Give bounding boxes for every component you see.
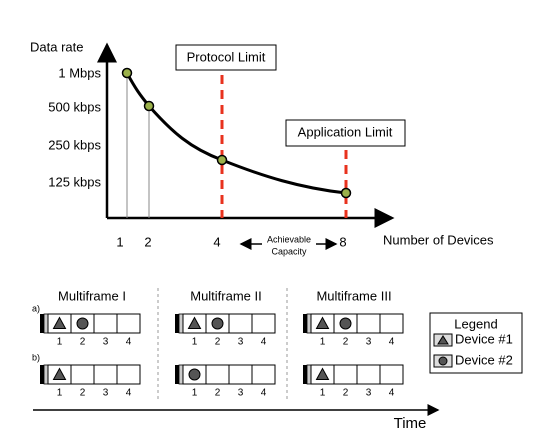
y-label: 1 Mbps — [58, 65, 101, 80]
slot-label: 2 — [343, 337, 349, 348]
point — [216, 154, 228, 166]
slot-label: 1 — [192, 388, 198, 399]
slot — [379, 364, 404, 385]
slot-label: 1 — [320, 337, 326, 348]
slot-label: 4 — [126, 337, 132, 348]
point — [121, 67, 133, 79]
beacon-gap — [306, 364, 312, 385]
row-label: a) — [32, 303, 40, 313]
slot — [70, 364, 95, 385]
annotation-box — [175, 44, 277, 71]
slot-label: 3 — [103, 388, 109, 399]
slot-label: 4 — [126, 388, 132, 399]
legend-item: Device #2 — [455, 352, 513, 367]
slot — [379, 313, 404, 334]
slot-label: 3 — [238, 337, 244, 348]
beacon — [303, 365, 307, 384]
slot-label: 2 — [343, 388, 349, 399]
slot — [116, 313, 141, 334]
slot — [228, 364, 253, 385]
triangle — [187, 316, 202, 329]
beacon — [40, 314, 44, 333]
annotation-box — [285, 119, 406, 147]
legend-item: Device #1 — [455, 331, 513, 346]
slot-label: 3 — [366, 337, 372, 348]
slot — [251, 313, 276, 334]
rate-curve — [125, 72, 347, 195]
beacon-gap — [178, 313, 184, 334]
x-label: 2 — [144, 234, 151, 249]
x-label: 8 — [339, 234, 346, 249]
beacon-gap — [43, 364, 49, 385]
annotation: Capacity — [271, 246, 307, 256]
triangle — [52, 367, 67, 380]
slot — [93, 364, 118, 385]
beacon — [40, 365, 44, 384]
slot-label: 2 — [215, 337, 221, 348]
slot-label: 4 — [389, 337, 395, 348]
slot-label: 1 — [320, 388, 326, 399]
slot — [116, 364, 141, 385]
annotation: Achievable — [267, 234, 311, 244]
slot-label: 4 — [389, 388, 395, 399]
circle — [438, 356, 448, 366]
multiframe-title: Multiframe I — [58, 288, 126, 303]
point — [143, 100, 155, 112]
x-axis-label: Number of Devices — [383, 232, 494, 247]
y-label: 500 kbps — [48, 99, 101, 114]
slot-label: 1 — [57, 337, 63, 348]
slot-label: 4 — [261, 388, 267, 399]
circle — [211, 317, 224, 330]
circle — [339, 317, 352, 330]
time-label: Time — [394, 415, 427, 432]
triangle — [315, 367, 330, 380]
triangle — [315, 316, 330, 329]
y-axis-label: Data rate — [30, 39, 83, 54]
beacon — [303, 314, 307, 333]
slot-label: 3 — [238, 388, 244, 399]
slot-label: 4 — [261, 337, 267, 348]
slot — [333, 364, 358, 385]
y-label: 250 kbps — [48, 137, 101, 152]
multiframe-title: Multiframe II — [190, 288, 262, 303]
slot-label: 2 — [80, 337, 86, 348]
point — [340, 187, 352, 199]
triangle — [437, 335, 449, 345]
beacon-gap — [306, 313, 312, 334]
beacon-gap — [178, 364, 184, 385]
slot — [93, 313, 118, 334]
slot-label: 2 — [215, 388, 221, 399]
beacon — [175, 314, 179, 333]
slot-label: 3 — [366, 388, 372, 399]
x-label: 4 — [213, 234, 220, 249]
legend-title: Legend — [454, 316, 497, 331]
circle — [188, 368, 201, 381]
annotation: Application Limit — [298, 124, 393, 139]
slot — [356, 313, 381, 334]
circle — [76, 317, 89, 330]
multiframe-title: Multiframe III — [316, 288, 391, 303]
slot — [228, 313, 253, 334]
triangle — [52, 316, 67, 329]
slot — [205, 364, 230, 385]
beacon-gap — [43, 313, 49, 334]
slot-label: 1 — [57, 388, 63, 399]
row-label: b) — [32, 352, 40, 362]
beacon — [175, 365, 179, 384]
slot — [356, 364, 381, 385]
slot-label: 1 — [192, 337, 198, 348]
y-label: 125 kbps — [48, 174, 101, 189]
slot-label: 2 — [80, 388, 86, 399]
x-label: 1 — [116, 234, 123, 249]
slot — [251, 364, 276, 385]
slot-label: 3 — [103, 337, 109, 348]
annotation: Protocol Limit — [187, 49, 266, 64]
